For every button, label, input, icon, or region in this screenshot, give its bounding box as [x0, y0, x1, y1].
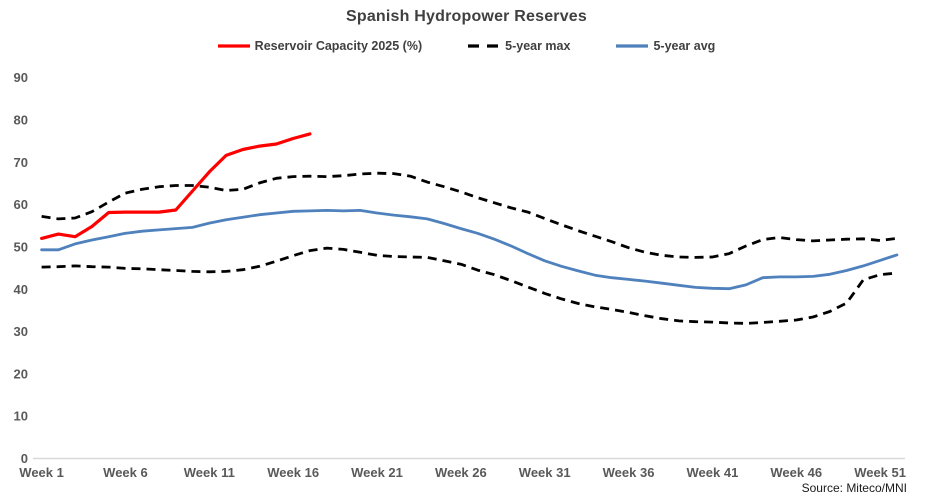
series-line-five-year-max [41, 171, 898, 259]
legend-swatch-five-year-avg [616, 44, 649, 48]
y-axis-tick-label: 0 [21, 451, 28, 466]
x-axis-tick-label: Week 41 [687, 465, 739, 480]
series-line-reservoir-2025 [40, 132, 312, 240]
y-axis-tick-label: 30 [14, 324, 28, 339]
y-axis-tick-label: 70 [14, 155, 28, 170]
x-axis-tick-label: Week 21 [351, 465, 403, 480]
x-axis-tick-label: Week 6 [103, 465, 148, 480]
x-axis-tick-label: Week 1 [19, 465, 64, 480]
legend-label: 5-year avg [653, 39, 716, 53]
legend-item-five-year-avg: 5-year avg [616, 39, 715, 53]
x-axis-tick-label: Week 26 [435, 465, 487, 480]
y-axis-tick-label: 90 [14, 70, 28, 85]
y-axis-tick-label: 10 [14, 409, 28, 424]
y-axis-tick-label: 40 [14, 282, 28, 297]
x-axis-tick-label: Week 46 [770, 465, 822, 480]
legend-label: 5-year max [505, 39, 571, 53]
x-axis-tick-label: Week 51 [854, 465, 906, 480]
x-axis-tick-label: Week 31 [519, 465, 571, 480]
chart-title: Spanish Hydropower Reserves [345, 8, 588, 25]
y-axis-tick-label: 50 [14, 239, 28, 254]
legend-label: Reservoir Capacity 2025 (%) [254, 39, 423, 53]
source-note: Source: Miteco/MNI [801, 481, 907, 495]
chart-legend: Reservoir Capacity 2025 (%) 5-year max 5-y… [0, 39, 933, 53]
series-line-five-year-avg [40, 209, 899, 291]
x-axis-tick-label: Week 36 [603, 465, 655, 480]
legend-swatch-five-year-max [468, 44, 501, 48]
legend-item-five-year-max: 5-year max [468, 39, 570, 53]
y-axis-tick-label: 60 [14, 197, 28, 212]
x-axis-tick-label: Week 11 [184, 465, 235, 480]
x-axis-tick-label: Week 16 [267, 465, 319, 480]
series-line-five-year-min [41, 246, 898, 325]
legend-swatch-reservoir-2025 [217, 44, 250, 48]
legend-item-reservoir-2025: Reservoir Capacity 2025 (%) [217, 39, 423, 53]
y-axis-tick-label: 20 [14, 366, 28, 381]
y-axis-tick-label: 80 [14, 113, 28, 128]
